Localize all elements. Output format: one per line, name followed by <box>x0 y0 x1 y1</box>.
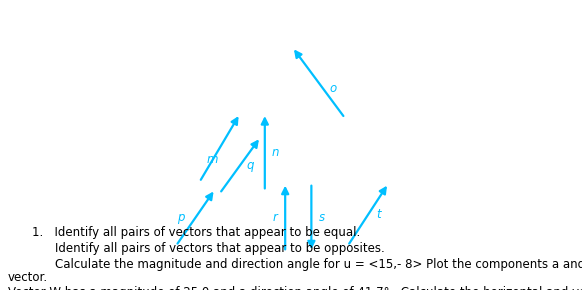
Text: q: q <box>247 159 254 172</box>
Text: vector.: vector. <box>8 271 48 284</box>
Text: r: r <box>272 211 277 224</box>
Text: s: s <box>319 211 325 224</box>
Text: t: t <box>377 208 381 221</box>
Text: o: o <box>329 82 337 95</box>
Text: Identify all pairs of vectors that appear to be opposites.: Identify all pairs of vectors that appea… <box>55 242 385 255</box>
Text: n: n <box>272 146 279 159</box>
Text: m: m <box>207 153 218 166</box>
Text: Vector W has a magnitude of 25.0 and a direction angle of 41.7° . Calculate the : Vector W has a magnitude of 25.0 and a d… <box>8 286 582 290</box>
Text: Calculate the magnitude and direction angle for u = <15,- 8> Plot the components: Calculate the magnitude and direction an… <box>55 258 582 271</box>
Text: p: p <box>178 211 184 224</box>
Text: 1.   Identify all pairs of vectors that appear to be equal.: 1. Identify all pairs of vectors that ap… <box>32 226 360 239</box>
